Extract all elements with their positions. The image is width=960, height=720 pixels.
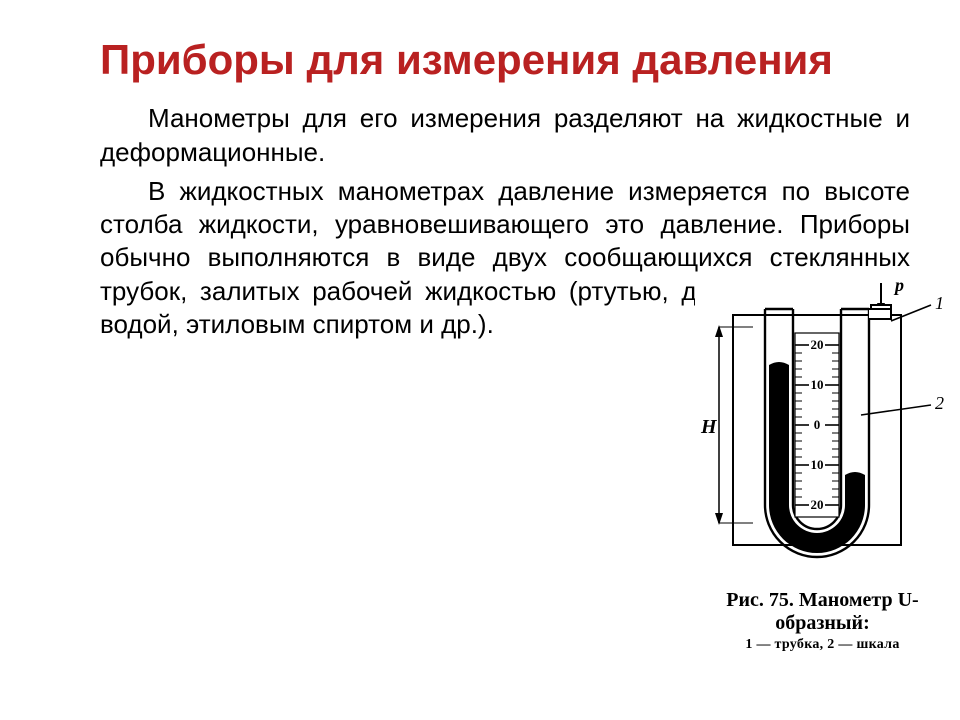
svg-text:0: 0 [814, 417, 821, 432]
label-H: H [700, 416, 718, 438]
paragraph-1: Манометры для его измерения разделяют на… [100, 102, 910, 169]
u-manometer-diagram: p 1 2 H [695, 275, 950, 585]
lead-2: 2 [935, 393, 944, 413]
lead-1: 1 [935, 293, 944, 313]
figure-caption: Рис. 75. Манометр U-образный: 1 — трубка… [695, 589, 950, 653]
caption-title: Рис. 75. Манометр U-образный: [695, 589, 950, 635]
svg-text:10: 10 [811, 457, 824, 472]
page-title: Приборы для измерения давления [100, 36, 910, 84]
svg-text:20: 20 [811, 337, 824, 352]
caption-sub: 1 — трубка, 2 — шка­ла [695, 637, 950, 653]
label-p: p [893, 275, 904, 295]
svg-text:10: 10 [811, 377, 824, 392]
svg-text:20: 20 [811, 497, 824, 512]
figure-manometer: p 1 2 H [695, 275, 950, 653]
